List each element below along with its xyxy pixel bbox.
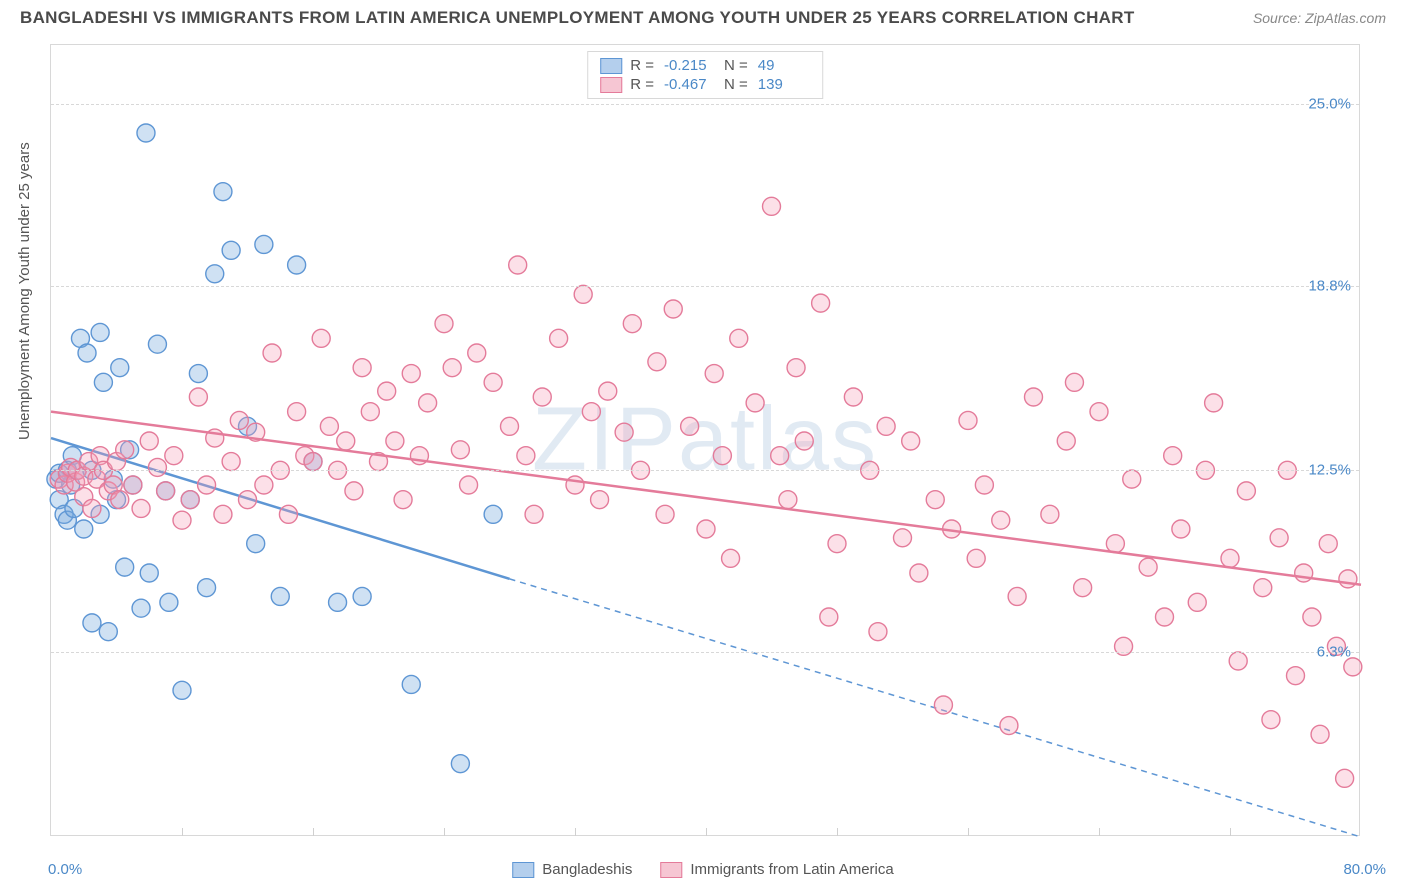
legend-label: Immigrants from Latin America (690, 861, 893, 878)
n-value: 49 (758, 57, 810, 74)
y-tick-label: 18.8% (1308, 277, 1351, 294)
y-tick-label: 6.3% (1317, 644, 1351, 661)
r-label: R = (630, 57, 654, 74)
x-max-label: 80.0% (1343, 861, 1386, 878)
x-min-label: 0.0% (48, 861, 82, 878)
n-value: 139 (758, 76, 810, 93)
legend-item: Bangladeshis (512, 861, 632, 878)
r-label: R = (630, 76, 654, 93)
chart-area: ZIPatlas R = -0.215 N = 49 R = -0.467 N … (50, 44, 1360, 836)
swatch-icon (660, 862, 682, 878)
scatter-plot (51, 45, 1359, 835)
y-axis-label: Unemployment Among Youth under 25 years (16, 142, 33, 440)
series-legend: Bangladeshis Immigrants from Latin Ameri… (512, 861, 893, 878)
stats-legend: R = -0.215 N = 49 R = -0.467 N = 139 (587, 51, 823, 99)
legend-label: Bangladeshis (542, 861, 632, 878)
r-value: -0.467 (664, 76, 716, 93)
r-value: -0.215 (664, 57, 716, 74)
legend-item: Immigrants from Latin America (660, 861, 893, 878)
n-label: N = (724, 57, 748, 74)
swatch-icon (512, 862, 534, 878)
y-tick-label: 12.5% (1308, 462, 1351, 479)
chart-title: BANGLADESHI VS IMMIGRANTS FROM LATIN AME… (20, 8, 1135, 28)
swatch-icon (600, 77, 622, 93)
y-tick-label: 25.0% (1308, 95, 1351, 112)
n-label: N = (724, 76, 748, 93)
stats-legend-row: R = -0.467 N = 139 (600, 75, 810, 94)
swatch-icon (600, 58, 622, 74)
chart-source: Source: ZipAtlas.com (1253, 10, 1386, 26)
stats-legend-row: R = -0.215 N = 49 (600, 56, 810, 75)
